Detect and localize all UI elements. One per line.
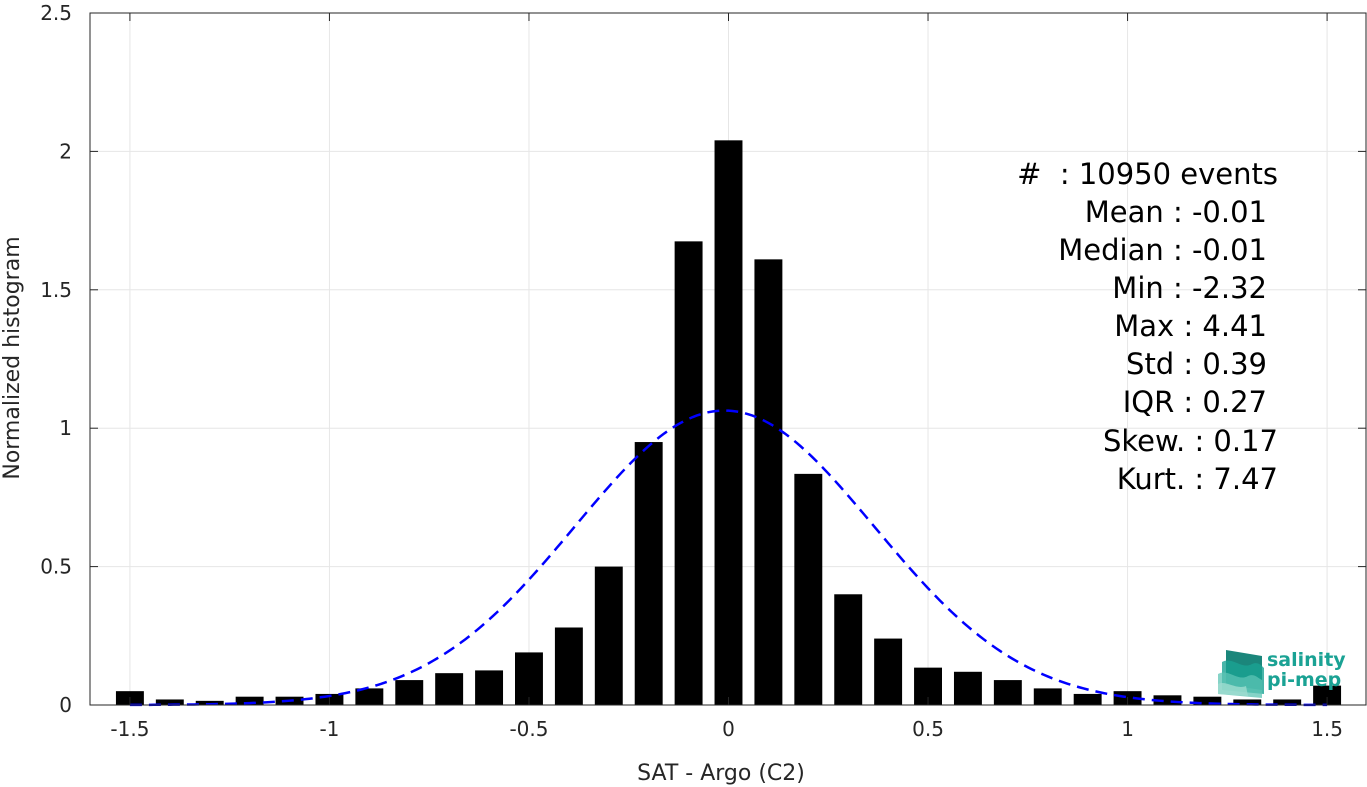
histogram-bar: [1153, 695, 1182, 705]
stat-max: Max : 4.41: [1114, 309, 1267, 343]
x-tick-label: 1.5: [1311, 717, 1343, 741]
histogram-bar: [355, 688, 384, 705]
histogram-bar: [874, 638, 903, 705]
y-axis-ticks: 0 0.5 1 1.5 2 2.5: [40, 1, 1366, 717]
stat-min: Min : -2.32: [1112, 271, 1267, 305]
x-tick-label: 0.5: [912, 717, 944, 741]
stats-box: # : 10950 events Mean : -0.01 Median : -…: [1017, 157, 1278, 496]
stat-events: # : 10950 events: [1017, 157, 1278, 191]
histogram-bar: [435, 673, 464, 705]
histogram-bar: [754, 259, 783, 705]
y-tick-label: 0: [59, 693, 72, 717]
x-tick-label: -1.5: [110, 717, 149, 741]
stat-skew: Skew. : 0.17: [1103, 424, 1278, 458]
histogram-bar: [953, 671, 982, 705]
histogram-bar: [155, 699, 184, 705]
stat-kurt: Kurt. : 7.47: [1117, 462, 1278, 496]
wave-logo-icon: [1218, 650, 1264, 698]
histogram-bar: [235, 696, 264, 705]
x-tick-label: -0.5: [509, 717, 548, 741]
y-tick-label: 1: [59, 416, 72, 440]
y-axis-label: Normalized histogram: [0, 236, 25, 479]
histogram-bar: [1233, 699, 1262, 705]
x-tick-label: -1: [319, 717, 339, 741]
stat-mean: Mean : -0.01: [1085, 195, 1267, 229]
histogram-bar: [834, 594, 863, 705]
salinity-pi-mep-logo: salinity pi-mep: [1218, 649, 1346, 698]
histogram-bar: [714, 140, 743, 705]
histogram-bar: [1273, 699, 1302, 705]
histogram-bar: [554, 627, 583, 705]
histogram-bar: [395, 680, 424, 705]
x-tick-label: 0: [722, 717, 735, 741]
y-tick-label: 1.5: [40, 278, 72, 302]
histogram-bar: [1033, 688, 1062, 705]
histogram-bar: [195, 700, 224, 705]
histogram-bar: [993, 680, 1022, 705]
bars: [115, 140, 1342, 706]
histogram-bar: [594, 566, 623, 705]
x-axis-label: SAT - Argo (C2): [637, 761, 805, 786]
histogram-bar: [634, 442, 663, 705]
histogram-bar: [1193, 696, 1222, 705]
normal-fit-curve: [129, 409, 1328, 707]
stat-iqr: IQR : 0.27: [1123, 385, 1267, 419]
x-tick-label: 1: [1121, 717, 1134, 741]
y-tick-label: 2.5: [40, 1, 72, 25]
histogram-bar: [515, 652, 543, 705]
logo-line2: pi-mep: [1267, 669, 1341, 691]
y-tick-label: 2: [59, 139, 72, 163]
x-axis-ticks: -1.5 -1 -0.5 0 0.5 1 1.5: [110, 13, 1343, 741]
stat-std: Std : 0.39: [1126, 347, 1267, 381]
y-tick-label: 0.5: [40, 555, 72, 579]
histogram-bar: [794, 473, 823, 705]
histogram-bar: [1313, 685, 1342, 705]
histogram-bar: [1073, 693, 1102, 705]
stat-median: Median : -0.01: [1058, 233, 1267, 267]
histogram-bar: [475, 670, 504, 705]
logo-line1: salinity: [1267, 649, 1346, 671]
histogram-bar: [674, 241, 703, 706]
